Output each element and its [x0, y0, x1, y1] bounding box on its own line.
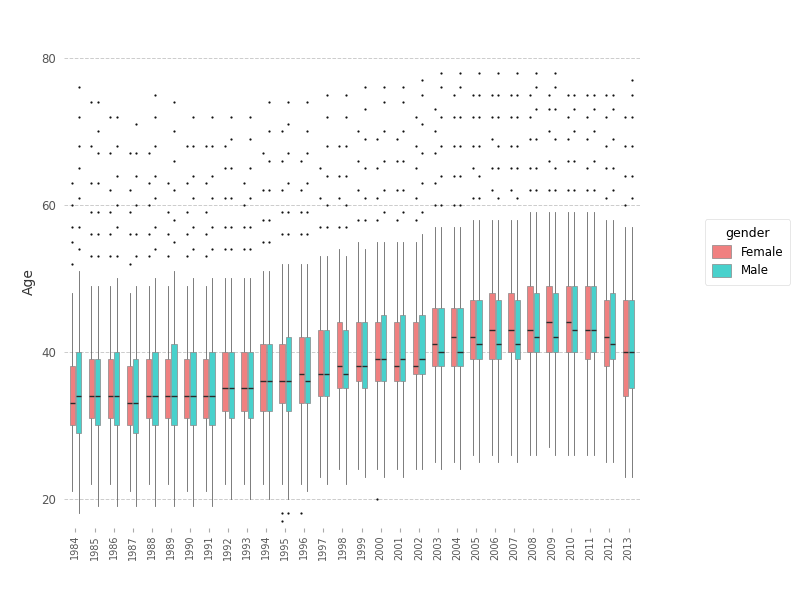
Bar: [70, 367, 75, 425]
Bar: [95, 359, 100, 425]
Bar: [133, 359, 138, 433]
Bar: [165, 359, 170, 418]
Bar: [305, 337, 310, 403]
Bar: [152, 352, 158, 425]
Bar: [432, 308, 438, 367]
Bar: [572, 286, 577, 352]
Bar: [171, 344, 177, 425]
Bar: [604, 301, 609, 367]
Bar: [356, 322, 361, 381]
Bar: [242, 352, 246, 410]
Bar: [337, 322, 342, 388]
Bar: [184, 359, 190, 418]
Y-axis label: Age: Age: [22, 269, 36, 295]
Bar: [534, 293, 539, 352]
Bar: [222, 352, 227, 410]
Bar: [413, 322, 418, 374]
Bar: [247, 352, 253, 418]
Bar: [622, 301, 628, 396]
Bar: [146, 359, 151, 418]
Bar: [381, 315, 386, 381]
Bar: [286, 337, 291, 410]
Bar: [394, 322, 399, 381]
Bar: [89, 359, 94, 418]
Bar: [76, 352, 82, 433]
Bar: [362, 322, 367, 388]
Bar: [585, 286, 590, 359]
Bar: [490, 293, 494, 359]
Bar: [629, 301, 634, 388]
Bar: [279, 344, 285, 403]
Bar: [553, 293, 558, 352]
Bar: [610, 293, 615, 359]
Bar: [114, 352, 119, 425]
Bar: [203, 359, 209, 418]
Bar: [495, 301, 501, 359]
Bar: [190, 352, 196, 425]
Bar: [470, 301, 475, 359]
Bar: [298, 337, 304, 403]
Bar: [451, 308, 457, 367]
Bar: [210, 352, 214, 425]
Bar: [374, 322, 380, 381]
Bar: [419, 315, 425, 374]
Bar: [127, 367, 132, 425]
Bar: [477, 301, 482, 359]
Bar: [108, 359, 113, 418]
Bar: [591, 286, 596, 352]
Bar: [324, 330, 330, 396]
Bar: [546, 286, 552, 352]
Bar: [318, 330, 323, 396]
Bar: [260, 344, 266, 410]
Bar: [400, 315, 406, 381]
Bar: [508, 293, 514, 352]
Bar: [566, 286, 571, 352]
Bar: [266, 344, 272, 410]
Bar: [527, 286, 533, 352]
Bar: [514, 301, 520, 359]
Bar: [229, 352, 234, 418]
Bar: [458, 308, 462, 367]
Bar: [343, 330, 348, 388]
Bar: [438, 308, 444, 367]
Legend: Female, Male: Female, Male: [705, 220, 790, 284]
